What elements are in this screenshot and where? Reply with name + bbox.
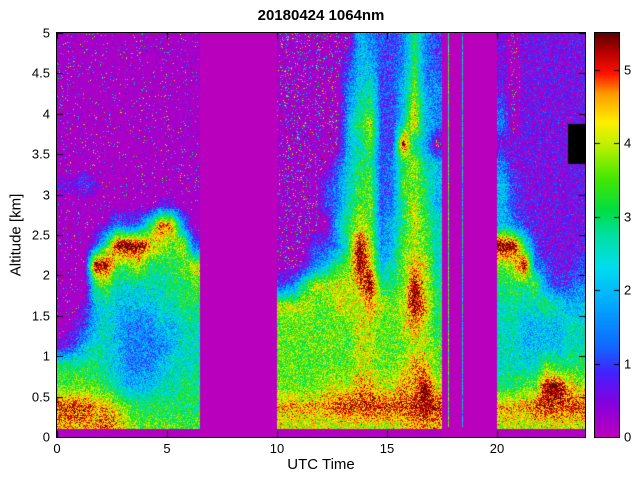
x-tick-label: 15 [379, 441, 395, 456]
x-tick-label: 0 [53, 441, 61, 456]
colorbar [594, 32, 620, 438]
x-tick-label: 10 [269, 441, 285, 456]
y-tick-label: 1.5 [31, 308, 50, 324]
heatmap-canvas [57, 33, 585, 437]
colorbar-tick-label: 5 [624, 62, 632, 78]
y-tick-label: 4 [42, 106, 50, 122]
y-tick-label: 5 [42, 25, 50, 41]
plot-title: 20180424 1064nm [257, 7, 385, 24]
colorbar-tick-label: 1 [624, 356, 632, 372]
colorbar-canvas [595, 33, 619, 437]
y-tick-label: 1 [42, 348, 50, 364]
y-tick-label: 3.5 [31, 146, 50, 162]
colorbar-tick-label: 4 [624, 135, 632, 151]
colorbar-tick-label: 0 [624, 429, 632, 445]
y-tick-label: 4.5 [31, 65, 50, 81]
x-tick-label: 20 [489, 441, 505, 456]
plot-area [56, 32, 586, 438]
y-tick-label: 3 [42, 187, 50, 203]
colorbar-tick-label: 3 [624, 209, 632, 225]
x-tick-label: 5 [163, 441, 171, 456]
y-tick-label: 2.5 [31, 227, 50, 243]
y-tick-label: 2 [42, 267, 50, 283]
y-tick-label: 0 [42, 429, 50, 445]
colorbar-tick-label: 2 [624, 282, 632, 298]
x-axis-label: UTC Time [287, 456, 355, 473]
y-tick-label: 0.5 [31, 389, 50, 405]
